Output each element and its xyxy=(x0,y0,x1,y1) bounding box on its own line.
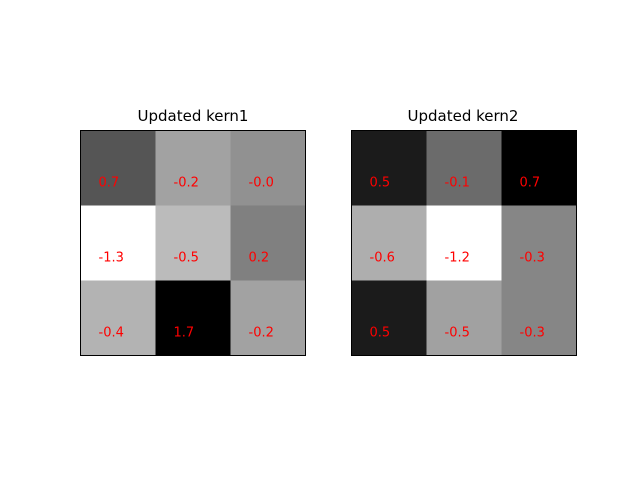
kern1-cell-label-r0c0: 0.7 xyxy=(99,176,120,191)
kern1-panel: Updated kern1 0.7 -0.2 -0.0 -1.3 -0.5 0.2 -0.4… xyxy=(80,107,306,356)
kern1-cell-label-r2c1: 1.7 xyxy=(174,326,195,341)
kern1-cell-r2c2 xyxy=(230,280,306,356)
kern2-cell-label-r1c2: -0.3 xyxy=(520,251,545,266)
kern2-frame xyxy=(351,130,577,356)
kern2-cell-label-r0c2: 0.7 xyxy=(520,176,541,191)
kern2-cell-label-r1c1: -1.2 xyxy=(445,251,470,266)
kern1-cell-r2c0 xyxy=(80,280,156,356)
kern1-cell-label-r2c2: -0.2 xyxy=(249,326,274,341)
kern1-cell-r0c1 xyxy=(155,130,231,206)
kern2-cells: 0.5 -0.1 0.7 -0.6 -1.2 -0.3 0.5 -0.5 -0.3 xyxy=(351,130,577,356)
kern1-cell-r2c1 xyxy=(155,280,231,356)
kern2-cell-r0c2 xyxy=(501,130,577,206)
kern2-cell-r0c0 xyxy=(351,130,427,206)
kern2-cell-r2c0 xyxy=(351,280,427,356)
kern2-cell-label-r0c0: 0.5 xyxy=(370,176,391,191)
kern1-cell-r1c1 xyxy=(155,205,231,281)
kern2-cell-r0c1 xyxy=(426,130,502,206)
kern2-cell-label-r2c0: 0.5 xyxy=(370,326,391,341)
kern2-cell-label-r2c1: -0.5 xyxy=(445,326,470,341)
kern1-cell-r0c0 xyxy=(80,130,156,206)
kern2-cell-r1c2 xyxy=(501,205,577,281)
kern1-cells: 0.7 -0.2 -0.0 -1.3 -0.5 0.2 -0.4 1.7 -0.2 xyxy=(80,130,306,356)
kern1-cell-label-r1c0: -1.3 xyxy=(99,251,124,266)
kern1-cell-label-r1c1: -0.5 xyxy=(174,251,199,266)
kern2-cell-label-r1c0: -0.6 xyxy=(370,251,395,266)
kern2-title: Updated kern2 xyxy=(408,107,519,125)
kern2-cell-label-r2c2: -0.3 xyxy=(520,326,545,341)
kern1-cell-r0c2 xyxy=(230,130,306,206)
kern1-cell-r1c2 xyxy=(230,205,306,281)
kern2-panel: Updated kern2 0.5 -0.1 0.7 -0.6 -1.2 -0.3 0.5 -… xyxy=(351,107,577,356)
kern1-cell-label-r1c2: 0.2 xyxy=(249,251,270,266)
kern1-cell-label-r0c2: -0.0 xyxy=(249,176,274,191)
kern2-cell-r2c2 xyxy=(501,280,577,356)
kern2-cell-r1c0 xyxy=(351,205,427,281)
kern2-cell-r2c1 xyxy=(426,280,502,356)
kern2-cell-r1c1 xyxy=(426,205,502,281)
kern1-title: Updated kern1 xyxy=(138,107,249,125)
kern1-cell-label-r0c1: -0.2 xyxy=(174,176,199,191)
kern1-cell-label-r2c0: -0.4 xyxy=(99,326,124,341)
kern2-cell-label-r0c1: -0.1 xyxy=(445,176,470,191)
kern1-frame xyxy=(80,130,306,356)
kern1-cell-r1c0 xyxy=(80,205,156,281)
